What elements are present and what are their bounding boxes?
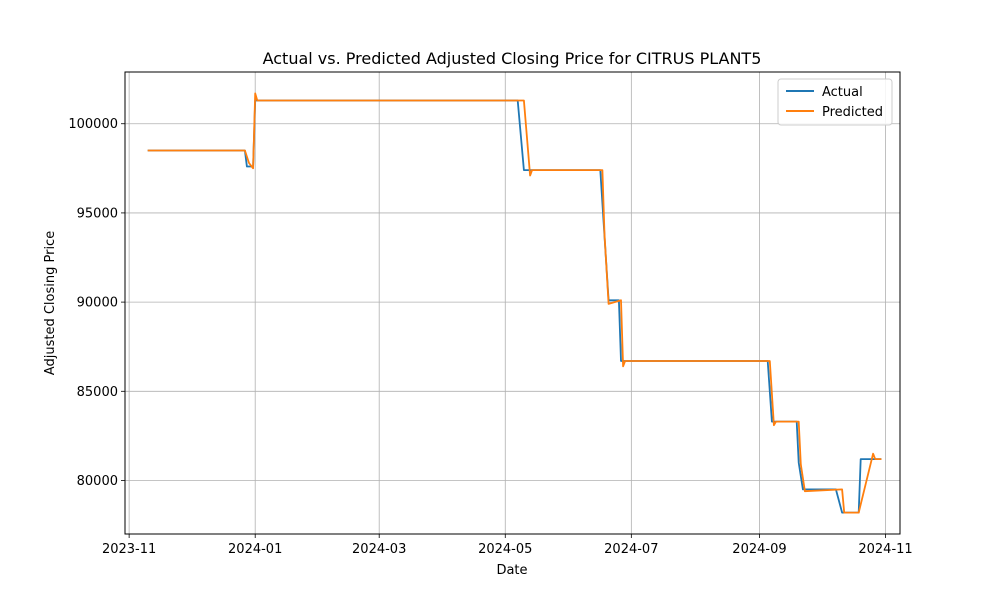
legend: Actual Predicted (777, 78, 893, 126)
y-axis-label: Adjusted Closing Price (43, 231, 58, 375)
grid (125, 72, 900, 534)
x-tick-label: 2024-09 (732, 542, 786, 557)
x-axis-label: Date (496, 563, 527, 578)
legend-label-actual: Actual (822, 85, 863, 100)
y-axis: 80000 85000 90000 95000 100000 (68, 117, 125, 489)
y-tick-label: 95000 (77, 206, 118, 221)
x-tick-label: 2024-07 (604, 542, 658, 557)
x-tick-label: 2024-01 (228, 542, 282, 557)
y-tick-label: 80000 (77, 474, 118, 489)
y-tick-label: 90000 (77, 296, 118, 311)
series-lines (147, 92, 882, 514)
chart-title: Actual vs. Predicted Adjusted Closing Pr… (263, 49, 762, 68)
x-tick-label: 2024-11 (858, 542, 912, 557)
legend-label-predicted: Predicted (822, 105, 883, 120)
x-tick-label: 2024-03 (352, 542, 406, 557)
y-tick-label: 85000 (77, 385, 118, 400)
series-line-predicted (147, 92, 882, 514)
x-axis: 2023-11 2024-01 2024-03 2024-05 2024-07 2024-… (102, 534, 913, 557)
y-tick-label: 100000 (68, 117, 118, 132)
x-tick-label: 2023-11 (102, 542, 156, 557)
x-tick-label: 2024-05 (478, 542, 532, 557)
plot-frame (124, 71, 901, 535)
